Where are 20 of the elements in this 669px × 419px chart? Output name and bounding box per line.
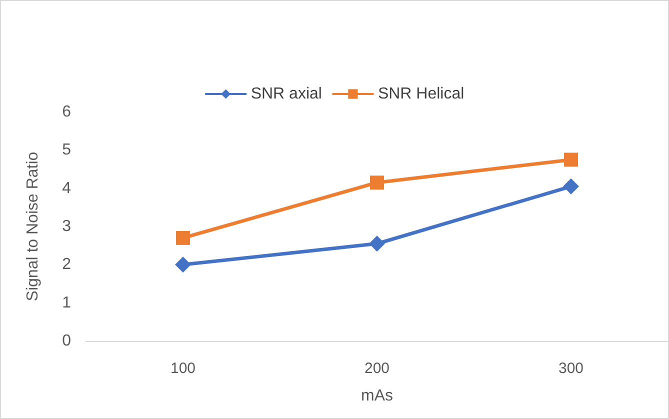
- y-tick-label: 1: [62, 294, 72, 312]
- point: [176, 230, 190, 245]
- y-tick-label: 0: [62, 332, 72, 350]
- point: [370, 176, 384, 190]
- legend-label: SNR axial: [250, 86, 322, 102]
- x-tick-label: 200: [364, 360, 390, 377]
- point: [369, 236, 385, 252]
- y-tick-label: 6: [62, 104, 72, 120]
- x-axis-title: mAs: [361, 388, 393, 404]
- point: [564, 152, 578, 167]
- point: [563, 178, 579, 194]
- y-tick-label: 3: [62, 218, 72, 235]
- y-axis-title: Signal to Noise Ratio: [24, 152, 42, 302]
- x-tick-label: 100: [170, 360, 196, 377]
- x-tick-label: 300: [558, 360, 584, 377]
- legend-label: SNR Helical: [378, 86, 464, 102]
- y-tick-label: 5: [62, 142, 72, 159]
- y-tick-label: 4: [62, 180, 72, 197]
- point: [175, 256, 191, 273]
- y-tick-label: 2: [62, 256, 72, 274]
